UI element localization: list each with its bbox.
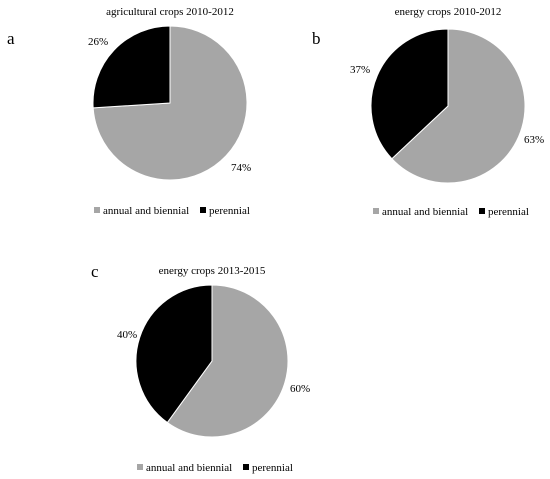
legend-a: annual and biennial perennial <box>94 205 250 217</box>
legend-label-a-perennial: perennial <box>209 205 250 217</box>
legend-c: annual and biennial perennial <box>137 462 293 474</box>
legend-label-b-perennial: perennial <box>488 206 529 218</box>
panel-letter-c: c <box>91 262 99 281</box>
chart-panel-b: b energy crops 2010-2012 63% 37% annual … <box>312 6 544 218</box>
legend-swatch-a-perennial <box>200 207 206 213</box>
slice-label-c-annual: 60% <box>290 383 310 395</box>
chart-title-a: agricultural crops 2010-2012 <box>106 6 234 18</box>
slice-label-b-perennial: 37% <box>350 64 370 76</box>
pie-c <box>135 284 289 438</box>
slice-label-a-perennial: 26% <box>88 36 108 48</box>
chart-panel-c: c energy crops 2013-2015 60% 40% annual … <box>91 262 310 474</box>
slice-label-a-annual: 74% <box>231 162 251 174</box>
legend-label-b-annual: annual and biennial <box>382 206 468 218</box>
panel-letter-b: b <box>312 29 321 48</box>
legend-swatch-c-annual <box>137 464 143 470</box>
legend-swatch-b-perennial <box>479 208 485 214</box>
legend-b: annual and biennial perennial <box>373 206 529 218</box>
legend-swatch-a-annual <box>94 207 100 213</box>
chart-title-c: energy crops 2013-2015 <box>159 265 266 277</box>
panel-letter-a: a <box>7 29 15 48</box>
pie-a <box>92 25 248 181</box>
pie-slice-b-perennial <box>370 28 449 160</box>
legend-swatch-c-perennial <box>243 464 249 470</box>
chart-title-b: energy crops 2010-2012 <box>395 6 502 18</box>
legend-label-c-annual: annual and biennial <box>146 462 232 474</box>
pie-b <box>370 28 526 184</box>
legend-label-c-perennial: perennial <box>252 462 293 474</box>
pie-slice-c-annual <box>166 284 289 438</box>
slice-label-c-perennial: 40% <box>117 329 137 341</box>
pie-slice-a-perennial <box>92 25 171 109</box>
chart-panel-a: a agricultural crops 2010-2012 74% 26% a… <box>7 6 251 217</box>
legend-swatch-b-annual <box>373 208 379 214</box>
pie-slice-b-annual <box>391 28 526 184</box>
legend-label-a-annual: annual and biennial <box>103 205 189 217</box>
slice-label-b-annual: 63% <box>524 134 544 146</box>
pie-slice-c-perennial <box>135 284 213 424</box>
